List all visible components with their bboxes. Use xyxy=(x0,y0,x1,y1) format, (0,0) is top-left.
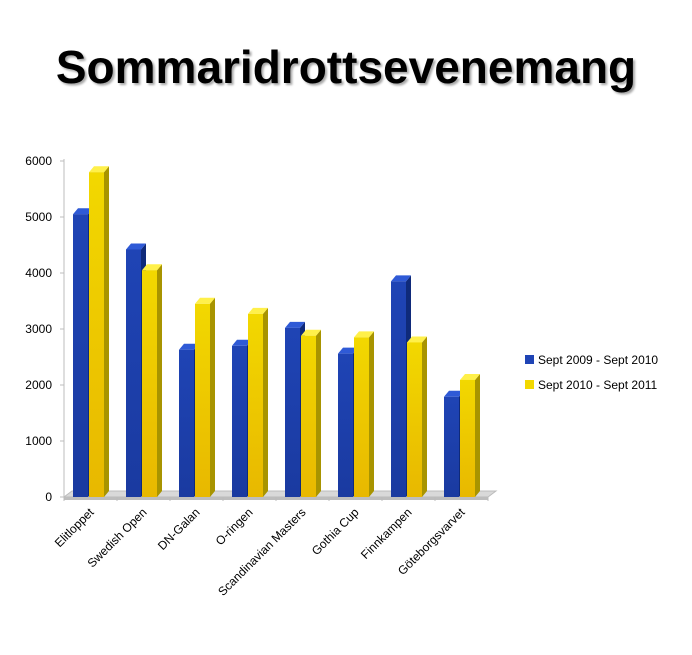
bar xyxy=(444,396,459,497)
bar xyxy=(338,353,353,497)
x-tick-label: Gothia Cup xyxy=(309,505,362,558)
bar xyxy=(179,349,194,497)
y-tick-label: 3000 xyxy=(25,322,52,336)
bar-side xyxy=(422,336,427,497)
bar xyxy=(89,172,104,497)
legend-swatch xyxy=(525,380,534,389)
bar-top xyxy=(73,208,93,215)
x-tick-label: O-ringen xyxy=(213,505,256,548)
chart-axes: 0 1000 2000 3000 4000 5000 6000 xyxy=(25,154,498,504)
bar-top xyxy=(232,339,252,346)
chart-bars xyxy=(73,166,480,497)
bar-side xyxy=(210,297,215,497)
bar-top xyxy=(195,297,215,304)
bar xyxy=(126,249,141,497)
bar-top xyxy=(444,390,464,397)
x-tick-label: Scandinavian Masters xyxy=(215,505,308,598)
legend-label: Sept 2010 - Sept 2011 xyxy=(538,378,658,392)
bar-top xyxy=(391,275,411,282)
bar-side xyxy=(104,166,109,497)
bar xyxy=(354,337,369,497)
bar xyxy=(391,281,406,497)
bar-side xyxy=(157,264,162,497)
bar-top xyxy=(354,331,374,338)
bar xyxy=(232,345,247,497)
bar-top xyxy=(89,166,109,173)
bar xyxy=(195,303,210,497)
chart-legend: Sept 2009 - Sept 2010 Sept 2010 - Sept 20… xyxy=(525,353,658,392)
bar-top xyxy=(460,373,480,380)
legend-swatch xyxy=(525,355,534,364)
bar-side xyxy=(475,373,480,497)
x-tick-label: Finnkampen xyxy=(358,505,415,562)
bar xyxy=(407,342,422,497)
y-tick-label: 1000 xyxy=(25,434,52,448)
bar xyxy=(460,379,475,497)
bar xyxy=(248,313,263,497)
bar xyxy=(73,214,88,497)
bar xyxy=(142,270,157,497)
bar-top xyxy=(142,264,162,271)
bar-top xyxy=(179,343,199,350)
y-tick-label: 5000 xyxy=(25,210,52,224)
bar xyxy=(285,327,300,497)
x-tick-label: Elitloppet xyxy=(52,505,97,550)
bar-top xyxy=(248,307,268,314)
bar-top xyxy=(285,321,305,328)
y-tick-label: 4000 xyxy=(25,266,52,280)
y-tick-label: 0 xyxy=(45,490,52,504)
bar-top xyxy=(407,336,427,343)
bar-side xyxy=(263,307,268,497)
bar xyxy=(301,335,316,497)
bar-top xyxy=(126,243,146,250)
bar-top xyxy=(338,347,358,354)
y-tick-label: 6000 xyxy=(25,154,52,168)
page-title: Sommaridrottsevenemang xyxy=(55,41,637,93)
bar-side xyxy=(316,329,321,497)
bar-top xyxy=(301,329,321,336)
legend-label: Sept 2009 - Sept 2010 xyxy=(538,353,658,367)
y-tick-label: 2000 xyxy=(25,378,52,392)
x-tick-label: DN-Galan xyxy=(155,505,203,553)
bar-side xyxy=(369,331,374,497)
